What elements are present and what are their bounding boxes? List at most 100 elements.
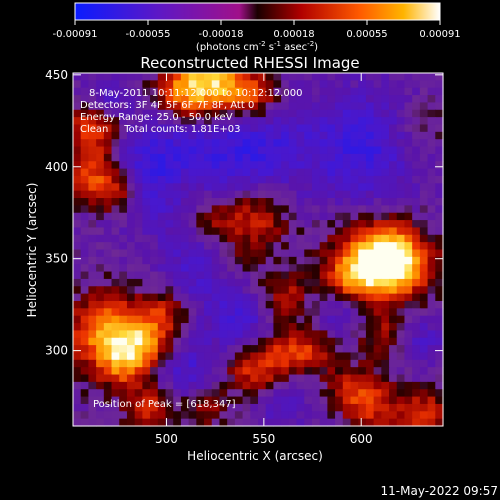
- heatmap-cell: [80, 131, 90, 140]
- heatmap-cell: [396, 286, 406, 295]
- heatmap-cell: [88, 80, 97, 89]
- heatmap-cell: [165, 374, 174, 383]
- heatmap-cell: [342, 403, 352, 412]
- heatmap-cell: [157, 198, 167, 206]
- heatmap-cell: [365, 286, 375, 295]
- heatmap-cell: [396, 271, 406, 280]
- heatmap-cell: [119, 80, 128, 89]
- heatmap-cell: [373, 161, 382, 170]
- heatmap-cell: [288, 205, 298, 214]
- heatmap-cell: [419, 146, 429, 155]
- heatmap-cell: [80, 109, 90, 118]
- heatmap-cell: [204, 308, 213, 317]
- heatmap-cell: [435, 249, 444, 258]
- heatmap-cell: [281, 256, 290, 265]
- heatmap-cell: [304, 124, 313, 133]
- heatmap-cell: [96, 95, 105, 104]
- heatmap-cell: [211, 95, 221, 104]
- heatmap-cell: [404, 102, 413, 111]
- heatmap-cell: [157, 80, 167, 89]
- heatmap-cell: [373, 323, 382, 331]
- heatmap-cell: [88, 403, 97, 412]
- heatmap-cell: [88, 131, 97, 140]
- heatmap-cell: [219, 381, 228, 390]
- heatmap-cell: [396, 153, 406, 162]
- heatmap-cell: [242, 131, 251, 140]
- heatmap-cell: [219, 109, 228, 118]
- heatmap-cell: [404, 139, 413, 148]
- heatmap-cell: [419, 249, 429, 258]
- heatmap-cell: [389, 300, 398, 309]
- heatmap-cell: [126, 102, 136, 111]
- heatmap-cell: [311, 367, 321, 376]
- heatmap-cell: [335, 161, 344, 170]
- heatmap-cell: [234, 367, 244, 376]
- heatmap-cell: [389, 234, 398, 243]
- heatmap-cell: [134, 418, 143, 427]
- heatmap-cell: [258, 264, 267, 273]
- heatmap-cell: [335, 117, 344, 126]
- heatmap-cell: [296, 131, 305, 140]
- heatmap-cell: [365, 337, 375, 346]
- heatmap-cell: [365, 381, 375, 390]
- heatmap-cell: [396, 242, 406, 251]
- heatmap-cell: [342, 168, 352, 177]
- heatmap-cell: [265, 131, 275, 140]
- heatmap-cell: [227, 102, 236, 111]
- heatmap-cell: [73, 411, 82, 420]
- heatmap-cell: [250, 139, 259, 148]
- heatmap-cell: [311, 300, 321, 309]
- heatmap-cell: [188, 411, 197, 420]
- heatmap-cell: [396, 117, 406, 126]
- heatmap-cell: [188, 131, 197, 140]
- heatmap-cell: [304, 293, 313, 302]
- heatmap-cell: [327, 87, 336, 96]
- heatmap-cell: [381, 146, 390, 155]
- heatmap-cell: [234, 212, 244, 221]
- heatmap-cell: [427, 293, 436, 302]
- heatmap-cell: [304, 300, 313, 309]
- heatmap-cell: [296, 161, 305, 170]
- heatmap-cell: [358, 227, 367, 236]
- heatmap-cell: [103, 381, 113, 390]
- heatmap-cell: [80, 411, 90, 420]
- heatmap-cell: [381, 345, 390, 354]
- heatmap-cell: [404, 381, 413, 390]
- heatmap-cell: [180, 102, 190, 111]
- heatmap-cell: [342, 220, 352, 229]
- heatmap-cell: [150, 161, 159, 170]
- heatmap-cell: [404, 278, 413, 287]
- heatmap-cell: [134, 389, 143, 398]
- heatmap-cell: [242, 139, 251, 148]
- heatmap-cell: [150, 271, 159, 280]
- heatmap-cell: [311, 198, 321, 206]
- heatmap-cell: [219, 271, 228, 280]
- heatmap-cell: [96, 315, 105, 324]
- heatmap-cell: [435, 271, 444, 280]
- heatmap-cell: [165, 227, 174, 236]
- heatmap-cell: [242, 315, 251, 324]
- heatmap-cell: [211, 374, 221, 383]
- heatmap-cell: [119, 323, 128, 331]
- heatmap-cell: [234, 345, 244, 354]
- heatmap-cell: [273, 124, 282, 133]
- heatmap-cell: [188, 205, 197, 214]
- heatmap-cell: [173, 73, 182, 81]
- colorbar-tick-label: 0.00055: [346, 29, 387, 40]
- heatmap-cell: [142, 102, 151, 111]
- heatmap-cell: [396, 337, 406, 346]
- heatmap-cell: [126, 293, 136, 302]
- heatmap-cell: [419, 411, 429, 420]
- heatmap-cell: [311, 249, 321, 258]
- heatmap-cell: [404, 411, 413, 420]
- heatmap-cell: [111, 367, 120, 376]
- heatmap-cell: [389, 168, 398, 177]
- heatmap-cell: [165, 418, 174, 427]
- heatmap-cell: [227, 396, 236, 405]
- heatmap-cell: [319, 124, 328, 133]
- heatmap-cell: [157, 352, 167, 361]
- heatmap-cell: [265, 139, 275, 148]
- heatmap-cell: [157, 286, 167, 295]
- heatmap-cell: [258, 286, 267, 295]
- heatmap-cell: [373, 80, 382, 89]
